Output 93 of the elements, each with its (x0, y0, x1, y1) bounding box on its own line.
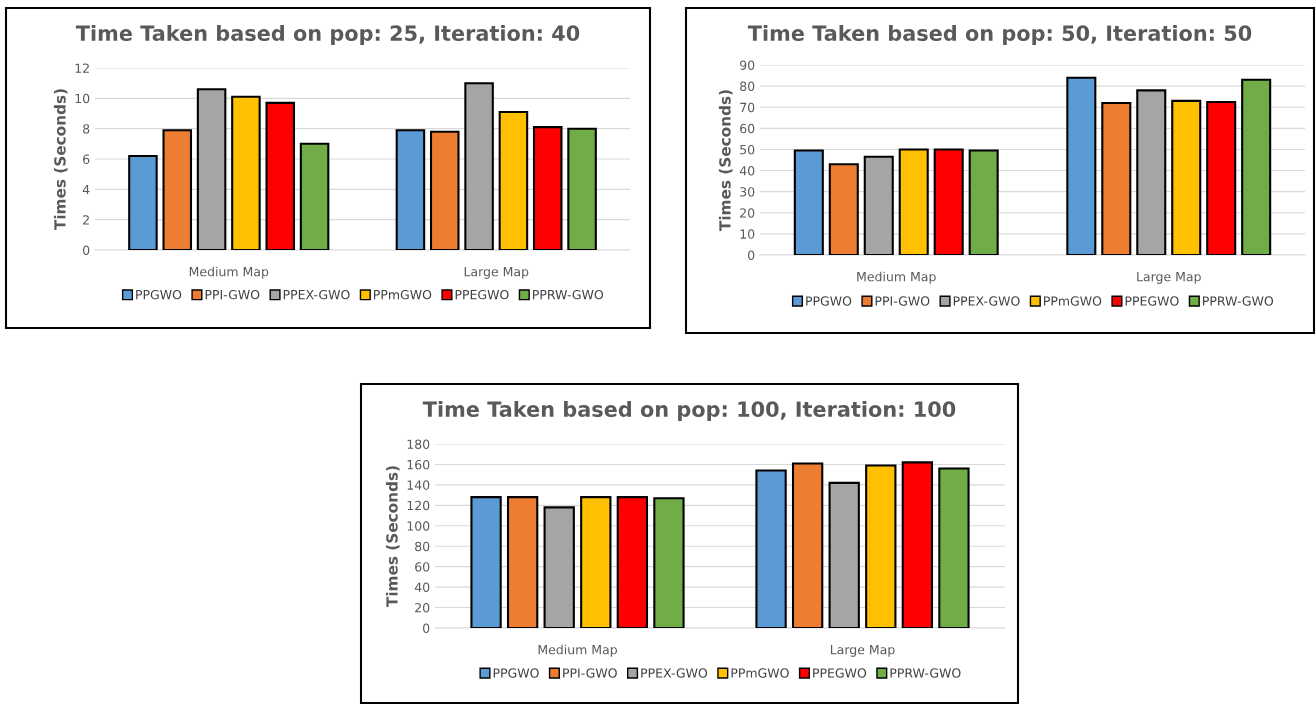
y-tick-label: 6 (83, 154, 90, 164)
bar (653, 497, 685, 628)
y-tick-label: 180 (407, 439, 430, 449)
bar (470, 496, 502, 628)
x-tick-label: Medium Map (189, 266, 269, 279)
bar (567, 127, 597, 250)
bar (616, 496, 649, 628)
legend-label: PPGWO (493, 668, 539, 678)
bar (1136, 89, 1167, 255)
bar (1206, 100, 1237, 255)
legend-label: PPEX-GWO (641, 668, 708, 678)
bar (231, 95, 261, 250)
bar (968, 149, 999, 255)
bar (898, 148, 929, 255)
y-tick-label: 0 (748, 250, 755, 260)
y-tick-label: 20 (740, 208, 755, 218)
legend-label: PPmGWO (1044, 296, 1102, 306)
x-tick-label: Large Map (830, 645, 895, 657)
bar (429, 130, 460, 250)
y-tick-label: 40 (739, 166, 755, 176)
legend-label: PPI-GWO (563, 668, 617, 678)
bar (791, 462, 824, 628)
bar (828, 481, 860, 628)
y-tick-label: 60 (415, 562, 430, 572)
chart-title: Time Taken based on pop: 100, Iteration: 100 (422, 400, 956, 422)
y-tick-label: 100 (407, 521, 430, 531)
bar (395, 129, 426, 250)
y-tick-label: 20 (415, 603, 430, 613)
bar (532, 126, 563, 250)
legend-label: PPI-GWO (875, 296, 930, 306)
y-tick-label: 4 (82, 184, 90, 195)
y-tick-label: 90 (740, 60, 755, 70)
x-tick-label: Medium Map (538, 644, 617, 657)
legend-label: PPRW-GWO (890, 668, 961, 678)
y-axis-title: Times (Seconds) (385, 466, 400, 607)
bar (506, 496, 539, 628)
chart-title: Time Taken based on pop: 50, Iteration: 50 (747, 24, 1252, 46)
legend-label: PPEX-GWO (953, 296, 1020, 306)
chart-title: Time Taken based on pop: 25, Iteration: 40 (75, 24, 580, 46)
legend-label: PPGWO (136, 289, 182, 300)
x-tick-label: Large Map (1137, 272, 1201, 284)
bar (498, 110, 529, 250)
bar (863, 155, 894, 255)
legend-label: PPI-GWO (205, 289, 260, 300)
bar (265, 101, 296, 250)
bar (196, 88, 227, 250)
bar (1066, 76, 1097, 255)
y-axis-title: Times (Seconds) (718, 90, 733, 231)
y-tick-label: 80 (740, 81, 755, 92)
legend-label: PPmGWO (374, 289, 432, 300)
x-tick-label: Medium Map (857, 271, 936, 284)
x-tick-label: Large Map (464, 267, 529, 279)
bar (128, 154, 158, 250)
legend-label: PPRW-GWO (533, 289, 604, 300)
y-tick-label: 160 (407, 459, 430, 470)
bar (464, 82, 494, 250)
y-tick-label: 2 (83, 215, 89, 225)
bar (1101, 101, 1132, 255)
y-tick-label: 70 (740, 102, 755, 113)
bar (793, 149, 824, 255)
bar (1171, 99, 1202, 255)
y-tick-label: 30 (740, 187, 755, 197)
legend-label: PPEGWO (1125, 296, 1179, 306)
y-tick-label: 8 (83, 124, 90, 134)
y-tick-label: 10 (740, 229, 755, 239)
bar (580, 496, 612, 628)
bar (543, 506, 575, 628)
bar (162, 129, 193, 250)
bar (901, 461, 934, 628)
y-tick-label: 140 (407, 480, 430, 490)
y-tick-label: 80 (415, 541, 430, 552)
y-tick-label: 12 (75, 63, 89, 73)
bar (1241, 78, 1272, 255)
bar (828, 163, 859, 255)
bar (938, 467, 970, 628)
legend-label: PPmGWO (731, 668, 789, 678)
legend-label: PPGWO (806, 296, 852, 306)
bar (933, 148, 964, 255)
bar (865, 464, 897, 628)
y-tick-label: 0 (83, 245, 90, 255)
legend-label: PPEGWO (813, 668, 867, 678)
legend-label: PPEGWO (455, 289, 509, 300)
y-tick-label: 0 (423, 623, 430, 633)
y-tick-label: 60 (740, 123, 755, 134)
y-tick-label: 50 (740, 144, 755, 155)
bar (755, 469, 787, 628)
legend-label: PPRW-GWO (1203, 296, 1274, 306)
y-tick-label: 120 (407, 500, 430, 511)
y-axis-title: Times (Seconds) (53, 89, 68, 230)
y-tick-label: 10 (75, 93, 90, 104)
y-tick-label: 40 (414, 582, 430, 593)
legend-label: PPEX-GWO (283, 289, 350, 300)
bar (299, 142, 330, 250)
